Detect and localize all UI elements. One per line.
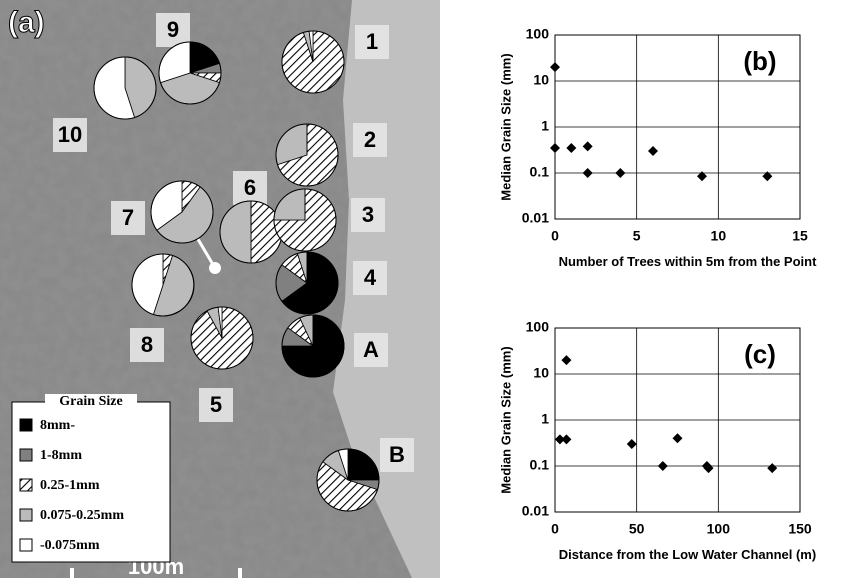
legend-title: Grain Size (59, 394, 122, 409)
x-tick-label: 15 (792, 228, 808, 244)
x-tick-label: 10 (711, 228, 727, 244)
panel-label: (b) (743, 46, 776, 76)
x-tick-label: 5 (633, 228, 641, 244)
legend-label: 8mm- (40, 418, 75, 433)
site-label: 1 (366, 29, 378, 54)
legend-swatch (20, 509, 32, 521)
y-tick-label: 0.01 (522, 503, 549, 519)
chart: (a) 100m Grain Size 19102637485AB8mm-1-8… (0, 0, 850, 578)
legend-label: -0.075mm (40, 538, 100, 553)
legend-label: 1-8mm (40, 448, 82, 463)
y-tick-label: 1 (541, 411, 549, 427)
x-tick-label: 100 (707, 521, 731, 537)
legend-label: 0.075-0.25mm (40, 508, 124, 523)
x-tick-label: 0 (551, 521, 559, 537)
point (209, 262, 221, 274)
site-label: 8 (141, 332, 153, 357)
site-label: 3 (362, 202, 374, 227)
site-label: 5 (210, 392, 222, 417)
site-label: 7 (122, 205, 134, 230)
legend-swatch (20, 449, 32, 461)
site-label: 9 (167, 17, 179, 42)
y-tick-label: 0.1 (530, 457, 550, 473)
panel-label: (c) (744, 339, 776, 369)
y-tick-label: 10 (533, 72, 549, 88)
legend-swatch (20, 419, 32, 431)
y-tick-label: 0.01 (522, 210, 549, 226)
y-axis-label: Median Grain Size (mm) (498, 346, 513, 493)
x-tick-label: 0 (551, 228, 559, 244)
y-tick-label: 100 (526, 319, 550, 335)
legend-swatch (20, 539, 32, 551)
y-axis-label: Median Grain Size (mm) (498, 53, 513, 200)
site-label: 4 (364, 265, 377, 290)
site-label: A (363, 337, 379, 362)
y-tick-label: 100 (526, 26, 550, 42)
site-label: 10 (58, 122, 82, 147)
legend-swatch (20, 479, 32, 491)
y-tick-label: 1 (541, 118, 549, 134)
y-tick-label: 10 (533, 365, 549, 381)
figure: (a) 100m Grain Size 19102637485AB8mm-1-8… (0, 0, 850, 578)
site-label: B (389, 442, 405, 467)
legend-label: 0.25-1mm (40, 478, 100, 493)
site-label: 6 (244, 175, 256, 200)
x-axis-label: Number of Trees within 5m from the Point (558, 254, 818, 270)
site-label: 2 (364, 127, 376, 152)
y-tick-label: 0.1 (530, 164, 550, 180)
x-tick-label: 150 (788, 521, 812, 537)
x-tick-label: 50 (629, 521, 645, 537)
panel-label: (a) (8, 6, 45, 39)
x-axis-label: Distance from the Low Water Channel (m) (558, 547, 818, 563)
